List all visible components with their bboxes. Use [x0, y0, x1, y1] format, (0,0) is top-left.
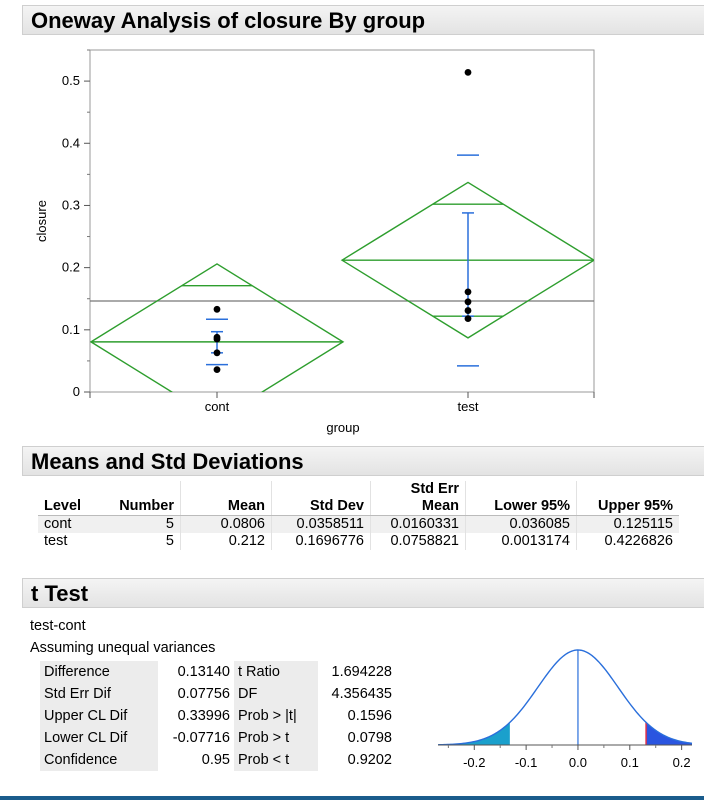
ttest-value: -0.07716: [172, 730, 230, 746]
cell-mean: 0.0806: [180, 515, 272, 533]
plot-frame: [89, 49, 595, 393]
data-point: [464, 307, 472, 314]
y-tick-label: 0.2: [62, 260, 80, 275]
ttest-label2: DF: [234, 683, 318, 705]
table-row: Confidence 0.95 Prob < t 0.9202: [40, 749, 396, 771]
ttest-label: Std Err Dif: [40, 683, 158, 705]
table-row: Upper CL Dif 0.33996 Prob > |t| 0.1596: [40, 705, 396, 727]
cell-upper95: 0.4226826: [576, 533, 679, 550]
ttest-label: Lower CL Dif: [40, 727, 158, 749]
col-header-number: Number: [100, 498, 181, 516]
data-point: [213, 305, 221, 313]
ttest-title: t Test: [31, 581, 89, 606]
right-tail-shade: [646, 722, 692, 745]
col-header-stderr-mean: Mean: [370, 498, 466, 516]
data-point: [464, 68, 472, 76]
cell-stderr: 0.0758821: [370, 533, 466, 550]
cell-level: test: [44, 533, 68, 549]
table-row: Std Err Dif 0.07756 DF 4.356435: [40, 683, 396, 705]
oneway-chart: 0 0.1 0.2 0.3 0.4 0.5 closure cont test group: [34, 49, 595, 435]
x-tick-label: -0.1: [515, 755, 537, 770]
table-row: Difference 0.13140 t Ratio 1.694228: [40, 661, 396, 683]
ttest-table: Difference 0.13140 t Ratio 1.694228 Std …: [40, 661, 396, 771]
table-row: test 5 0.212 0.1696776 0.0758821 0.00131…: [38, 533, 679, 550]
ttest-comparison: test-cont: [30, 618, 86, 634]
cell-stddev: 0.1696776: [271, 533, 371, 550]
ttest-value2: 0.9202: [347, 752, 392, 768]
col-header-upper95: Upper 95%: [576, 498, 679, 516]
data-point: [464, 315, 472, 323]
ttest-value2: 0.1596: [347, 708, 392, 724]
ttest-label: Confidence: [40, 749, 158, 771]
data-point: [213, 366, 221, 374]
window-bottom-bar: [0, 796, 704, 800]
cell-stderr: 0.0160331: [370, 515, 466, 533]
col-header-stddev: Std Dev: [271, 498, 371, 516]
oneway-header[interactable]: Oneway Analysis of closure By group: [22, 5, 704, 35]
cell-lower95: 0.036085: [465, 515, 577, 533]
ttest-value: 0.95: [201, 752, 230, 768]
cell-upper95: 0.125115: [576, 515, 679, 533]
ttest-label: Upper CL Dif: [40, 705, 158, 727]
ttest-value2: 1.694228: [331, 664, 392, 680]
ttest-label2: t Ratio: [234, 661, 318, 683]
t-distribution-chart: -0.2 -0.1 0.0 0.1 0.2: [437, 649, 693, 770]
oneway-title: Oneway Analysis of closure By group: [31, 8, 426, 33]
cell-level: cont: [44, 516, 72, 532]
ttest-assumption: Assuming unequal variances: [30, 640, 216, 656]
ttest-value2: 0.0798: [347, 730, 392, 746]
data-point: [464, 288, 472, 296]
cell-mean: 0.212: [180, 533, 272, 550]
y-tick-label: 0.5: [62, 73, 80, 88]
col-header-mean: Mean: [180, 498, 272, 516]
y-tick-label: 0.4: [62, 135, 80, 150]
col-header-level: Level: [38, 498, 100, 516]
ttest-label2: Prob > |t|: [234, 705, 318, 727]
cell-lower95: 0.0013174: [465, 533, 577, 550]
cell-number: 5: [165, 516, 174, 532]
x-tick-label: 0.2: [673, 755, 691, 770]
ttest-header[interactable]: t Test: [22, 578, 704, 608]
means-title: Means and Std Deviations: [31, 449, 304, 474]
means-diamond: [340, 181, 594, 339]
means-table-header-row-1: Std Err: [38, 481, 679, 498]
x-tick-label: 0.0: [569, 755, 587, 770]
density-curve: [437, 649, 693, 746]
y-tick-label: 0.1: [62, 322, 80, 337]
data-point: [213, 335, 221, 343]
ttest-label2: Prob < t: [234, 749, 318, 771]
ttest-label: Difference: [40, 661, 158, 683]
x-axis-label: group: [326, 420, 359, 435]
cell-stddev: 0.0358511: [271, 515, 371, 533]
col-header-lower95: Lower 95%: [465, 498, 577, 516]
y-axis-label: closure: [34, 200, 49, 242]
left-tail-shade: [438, 722, 510, 745]
table-row: cont 5 0.0806 0.0358511 0.0160331 0.0360…: [38, 515, 679, 533]
x-tick-label: 0.1: [621, 755, 639, 770]
x-tick-label: cont: [205, 399, 230, 414]
means-header[interactable]: Means and Std Deviations: [22, 446, 704, 476]
y-tick-label: 0.3: [62, 197, 80, 212]
data-point: [464, 298, 472, 306]
x-tick-label: -0.2: [463, 755, 485, 770]
cell-number: 5: [165, 533, 174, 549]
data-point: [213, 349, 221, 357]
col-header-stderr: Std Err: [370, 481, 466, 498]
ttest-value: 0.33996: [177, 708, 230, 724]
ttest-value: 0.13140: [177, 664, 230, 680]
means-table: Std Err Level Number Mean Std Dev Mean L…: [38, 481, 679, 550]
plot-area: [90, 68, 594, 392]
means-table-header-row-2: Level Number Mean Std Dev Mean Lower 95%…: [38, 498, 679, 516]
table-row: Lower CL Dif -0.07716 Prob > t 0.0798: [40, 727, 396, 749]
y-tick-label: 0: [73, 384, 80, 399]
ttest-value: 0.07756: [177, 686, 230, 702]
x-tick-label: test: [458, 399, 479, 414]
ttest-label2: Prob > t: [234, 727, 318, 749]
ttest-value2: 4.356435: [331, 686, 392, 702]
